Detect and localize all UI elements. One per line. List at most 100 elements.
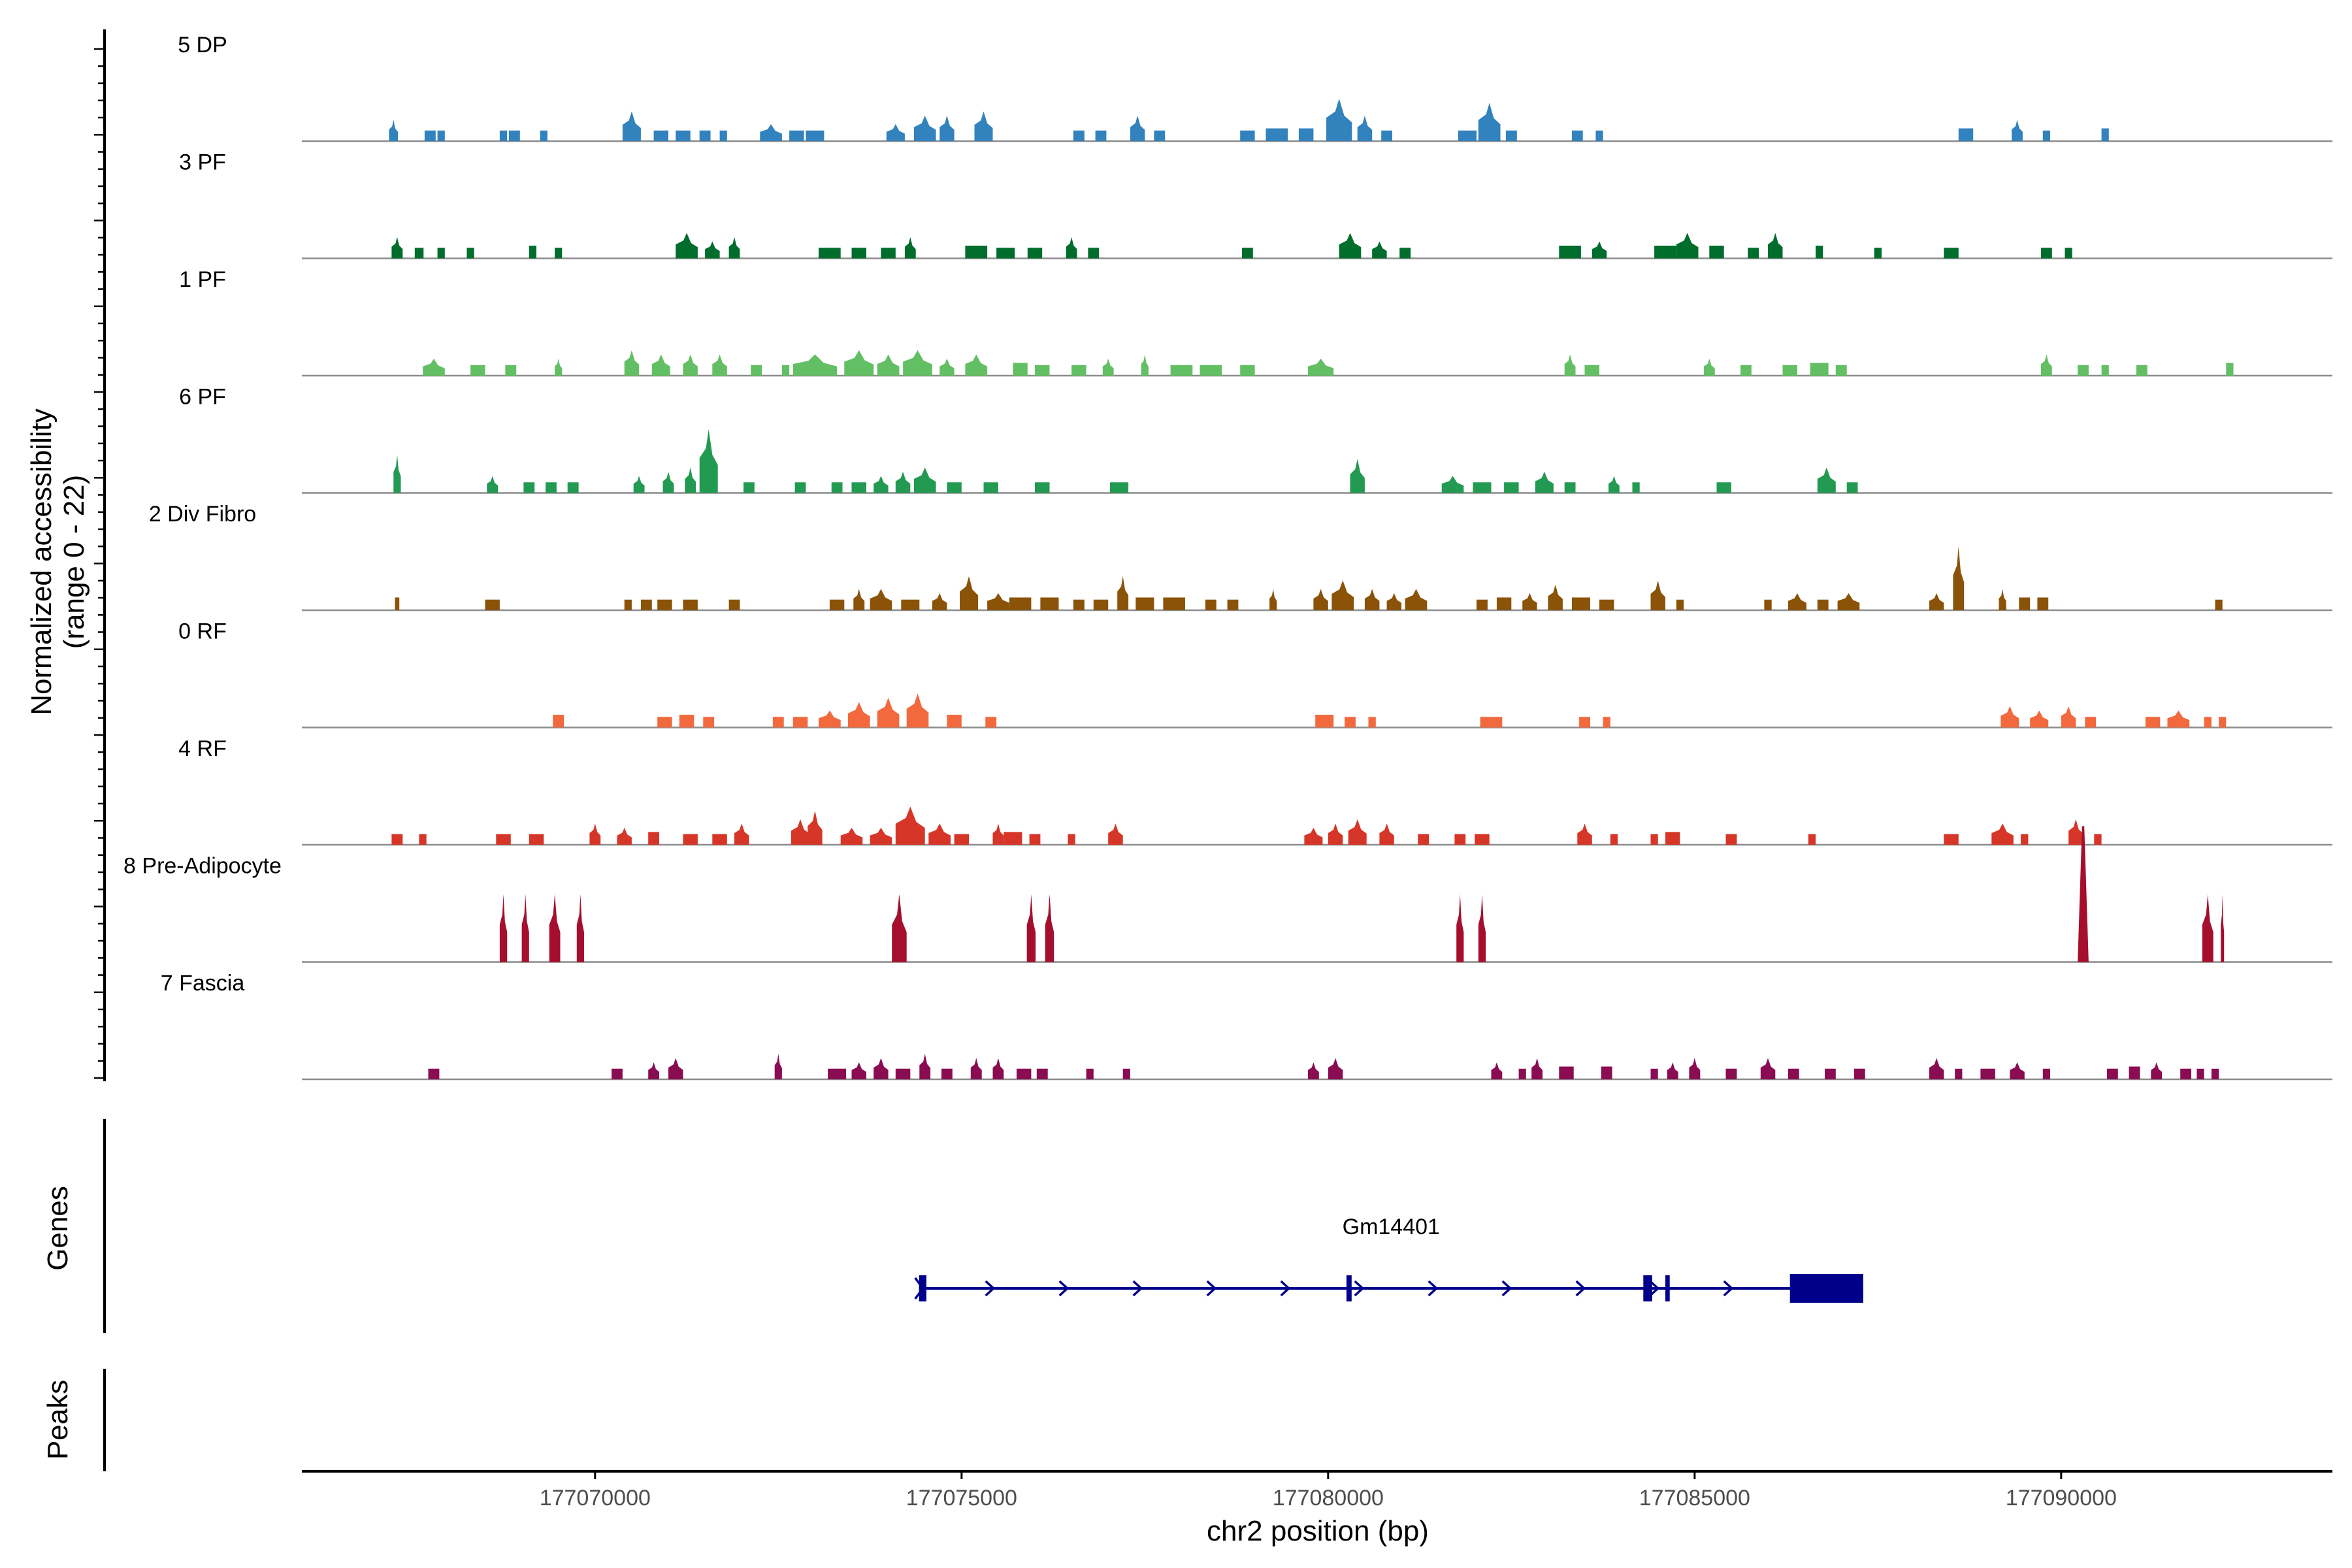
coverage-peak <box>996 248 1015 259</box>
strand-arrow-icon <box>1280 1280 1291 1297</box>
coverage-peak <box>851 248 866 259</box>
coverage-peak <box>728 237 740 259</box>
coverage-peak <box>648 832 659 845</box>
coverage-peak <box>470 365 485 376</box>
strand-arrow-icon <box>1575 1280 1586 1297</box>
coverage-peak <box>919 1054 931 1079</box>
coverage-peak <box>624 350 640 376</box>
x-tick-label: 177070000 <box>540 1486 651 1511</box>
coverage-peak <box>2001 706 2019 728</box>
coverage-peak <box>2136 365 2148 376</box>
track-6-pf: 6 PF <box>179 385 2332 494</box>
coverage-peak <box>983 482 998 493</box>
coverage-peak <box>624 599 632 610</box>
coverage-peak <box>395 597 400 610</box>
coverage-peak <box>1584 365 1599 376</box>
coverage-peak <box>1748 248 1759 259</box>
coverage-peak <box>668 1058 683 1079</box>
gene-gm14401: Gm14401 <box>914 1215 1863 1303</box>
coverage-peak <box>895 1068 911 1079</box>
coverage-peak <box>1308 1062 1319 1079</box>
coverage-peak <box>1579 717 1590 728</box>
coverage-peak <box>792 717 808 728</box>
coverage-peak <box>1496 597 1512 610</box>
coverage-peak <box>1040 597 1059 610</box>
coverage-peak <box>1603 717 1610 728</box>
coverage-peak <box>1689 1058 1701 1079</box>
track-7-fascia: 7 Fascia <box>161 971 2332 1081</box>
coverage-peak <box>987 593 1009 610</box>
coverage-peak <box>1650 1068 1658 1079</box>
coverage-peak <box>2211 1068 2219 1079</box>
coverage-peak <box>1610 834 1618 845</box>
coverage-peak <box>1328 1058 1343 1079</box>
strand-arrow-icon <box>1501 1280 1512 1297</box>
coverage-peak <box>941 1068 953 1079</box>
coverage-peak <box>1170 365 1193 376</box>
genes-panel: Gm14401 <box>103 1119 1863 1333</box>
coverage-peak <box>1372 241 1387 259</box>
coverage-peak <box>1348 819 1367 845</box>
coverage-peak <box>1760 1058 1776 1079</box>
track-2-div-fibro: 2 Div Fibro <box>149 502 2332 612</box>
coverage-peak <box>928 823 951 845</box>
coverage-peak <box>1073 130 1085 141</box>
x-tick-label: 177075000 <box>906 1486 1017 1511</box>
coverage-peak <box>774 1054 782 1079</box>
coverage-peak <box>2094 834 2102 845</box>
coverage-peak <box>1066 237 1077 259</box>
coverage-peak <box>1379 823 1394 845</box>
coverage-peak <box>992 823 1004 845</box>
coverage-peak <box>1478 894 1486 962</box>
x-tick-label: 177080000 <box>1273 1486 1384 1511</box>
coverage-peak <box>2078 365 2089 376</box>
coverage-peak <box>2012 120 2023 141</box>
coverage-peak <box>703 717 715 728</box>
coverage-peak <box>2129 1066 2140 1079</box>
coverage-peak <box>540 130 547 141</box>
coverage-peak <box>965 246 988 259</box>
strand-arrow-icon <box>1132 1280 1143 1297</box>
coverage-peak <box>960 576 979 610</box>
coverage-peak <box>719 130 727 141</box>
coverage-peak <box>576 894 584 962</box>
coverage-peak <box>1130 116 1145 141</box>
gene-label: Gm14401 <box>1343 1215 1440 1239</box>
coverage-peak <box>1035 482 1050 493</box>
coverage-peak <box>791 819 809 845</box>
coverage-peak <box>1086 1068 1094 1079</box>
coverage-peak <box>1205 599 1217 610</box>
coverage-peak <box>1548 585 1563 610</box>
coverage-peak <box>553 715 564 728</box>
coverage-peak <box>651 354 670 376</box>
coverage-peak <box>1345 717 1356 728</box>
coverage-peak <box>2167 710 2190 728</box>
coverage-peak <box>393 455 401 493</box>
coverage-peak <box>829 599 845 610</box>
coverage-peak <box>683 599 698 610</box>
coverage-peak <box>1339 233 1362 259</box>
coverage-peak <box>2101 128 2109 141</box>
coverage-peak <box>1874 248 1882 259</box>
coverage-peak <box>1477 599 1488 610</box>
coverage-peak <box>1837 593 1860 610</box>
track-label: 1 PF <box>179 267 226 292</box>
track-0-rf: 0 RF <box>178 619 2332 728</box>
track-label: 3 PF <box>179 150 226 175</box>
coverage-tracks: 5 DP 3 PF 1 PF 6 PF 2 Div Fibro 0 RF 4 RF 8 Pre… <box>123 33 2332 1081</box>
coverage-peak <box>2085 717 2097 728</box>
coverage-peak <box>1725 1068 1737 1079</box>
coverage-peak <box>1676 599 1684 610</box>
coverage-peak <box>1609 476 1620 493</box>
coverage-peak <box>485 599 500 610</box>
coverage-peak <box>1564 354 1576 376</box>
genes-panel-title: Genes <box>42 1186 74 1271</box>
coverage-peak <box>712 834 727 845</box>
strand-arrow-icon <box>1354 1280 1365 1297</box>
coverage-peak <box>633 476 645 493</box>
coverage-peak <box>847 702 870 728</box>
strand-arrow-icon <box>1723 1280 1734 1297</box>
coverage-peak <box>640 599 652 610</box>
coverage-peak <box>819 248 841 259</box>
strand-arrow-icon <box>1058 1280 1070 1297</box>
